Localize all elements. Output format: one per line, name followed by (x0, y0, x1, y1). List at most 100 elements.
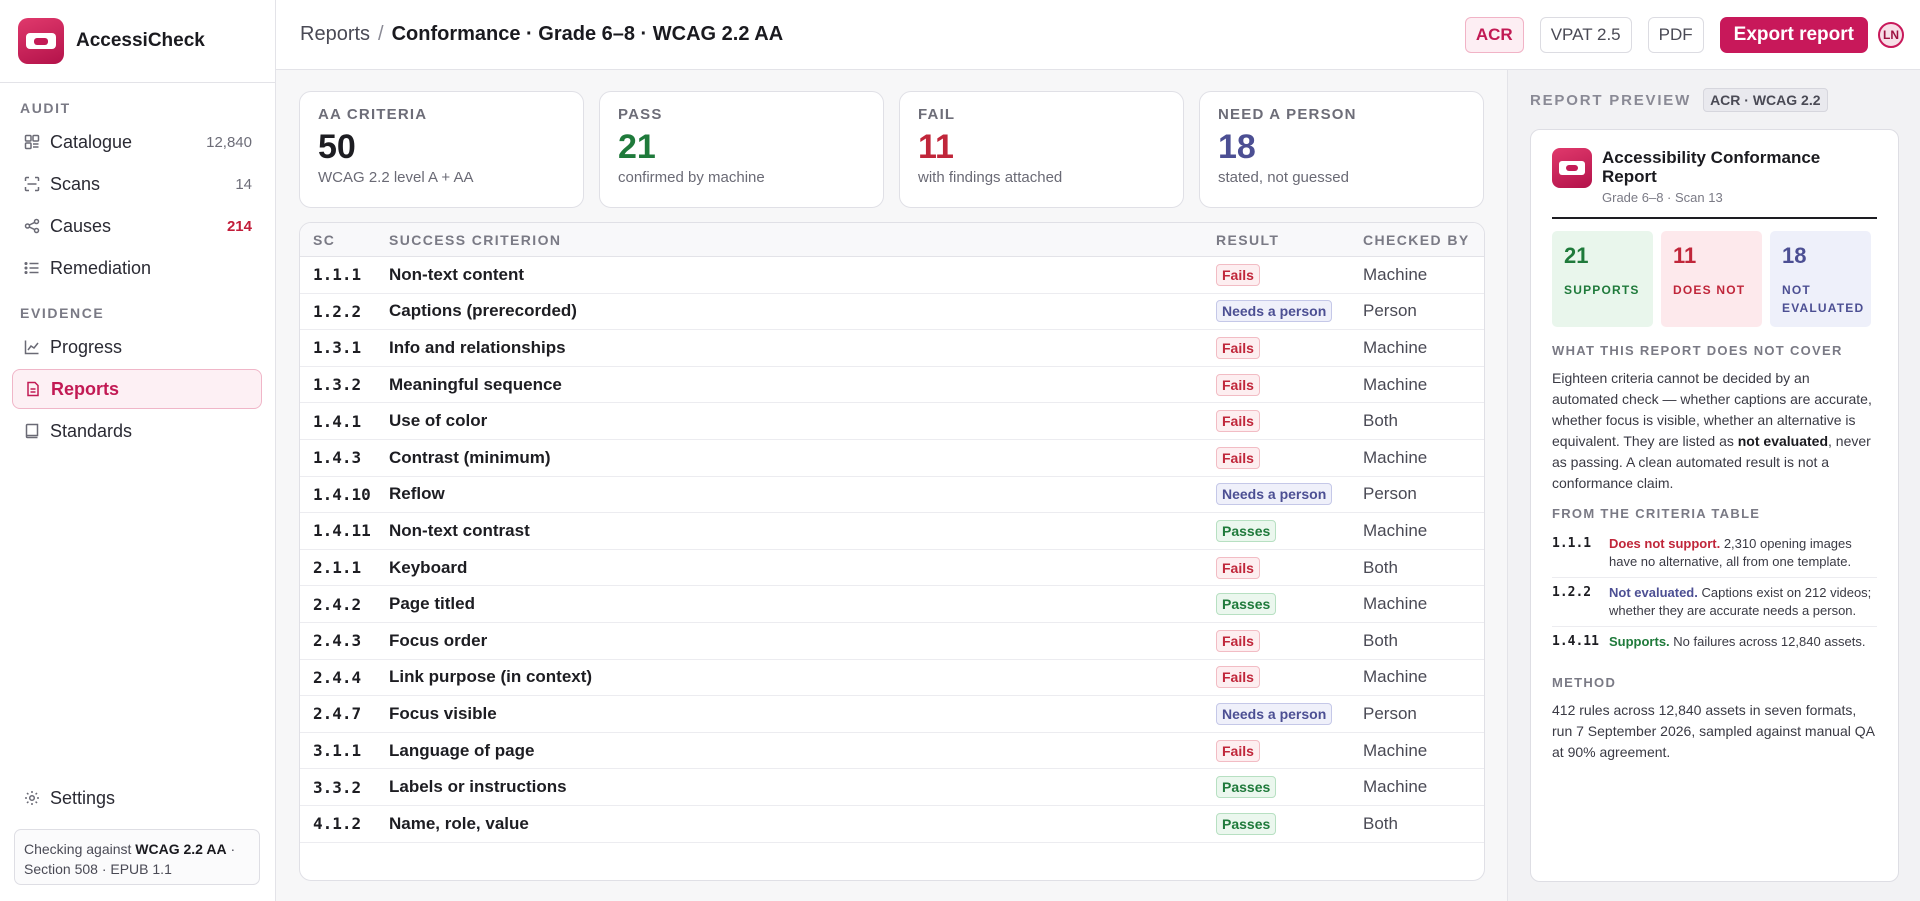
criterion-sc: 2.4.4 (313, 667, 362, 687)
sidebar-item-label: Causes (50, 215, 112, 236)
method-heading: METHOD (1552, 675, 1617, 690)
breadcrumb-root[interactable]: Reports (300, 23, 371, 45)
sidebar-item-count: 14 (235, 175, 252, 193)
tile-value: 11 (1673, 243, 1697, 268)
table-row[interactable]: 1.3.1 Info and relationships Fails Machine (300, 330, 1484, 367)
sidebar-item-reports[interactable]: Reports (12, 369, 262, 409)
criterion-sc: 1.4.3 (313, 448, 362, 468)
criteria-table: SC SUCCESS CRITERION RESULT CHECKED BY 1… (299, 222, 1485, 881)
result-badge: Fails (1216, 556, 1260, 579)
stat-card-pass: PASS 21 confirmed by machine (599, 91, 884, 208)
table-row[interactable]: 1.1.1 Non-text content Fails Machine (300, 257, 1484, 294)
result-cell: Passes (1216, 519, 1363, 542)
export-report-button[interactable]: Export report (1719, 16, 1868, 53)
checked-by: Machine (1363, 740, 1428, 760)
app-logo-icon (18, 18, 64, 64)
table-row[interactable]: 2.4.7 Focus visible Needs a person Person (300, 696, 1484, 733)
criteria-note-status: Not evaluated. (1609, 585, 1698, 600)
result-badge: Fails (1216, 739, 1260, 762)
tile-does-not: 11 DOES NOT (1661, 231, 1762, 327)
section-label-audit: AUDIT (20, 100, 71, 116)
tile-supports: 21 SUPPORTS (1552, 231, 1653, 327)
sidebar-item-causes[interactable]: Causes 214 (12, 206, 262, 246)
table-row[interactable]: 2.4.4 Link purpose (in context) Fails Machi… (300, 660, 1484, 697)
column-header-criterion[interactable]: SUCCESS CRITERION (389, 231, 562, 248)
standard-name: WCAG 2.2 AA (135, 841, 227, 857)
criterion-name: Name, role, value (389, 813, 529, 833)
result-badge: Fails (1216, 336, 1260, 359)
criteria-note-status: Does not support. (1609, 536, 1721, 551)
criterion-sc: 2.4.7 (313, 704, 362, 724)
sidebar-item-scans[interactable]: Scans 14 (12, 164, 262, 204)
table-row[interactable]: 1.3.2 Meaningful sequence Fails Machine (300, 367, 1484, 404)
tile-not-evaluated: 18 NOT EVALUATED (1770, 231, 1871, 327)
table-row[interactable]: 1.4.3 Contrast (minimum) Fails Machine (300, 440, 1484, 477)
criterion-sc: 2.4.3 (313, 631, 362, 651)
table-row[interactable]: 1.4.10 Reflow Needs a person Person (300, 477, 1484, 514)
sidebar-item-progress[interactable]: Progress (12, 327, 262, 367)
document-subtitle: Grade 6–8 · Scan 13 (1602, 190, 1723, 205)
not-covered-heading: WHAT THIS REPORT DOES NOT COVER (1552, 343, 1843, 358)
result-cell: Passes (1216, 812, 1363, 835)
result-cell: Fails (1216, 410, 1363, 433)
result-badge: Passes (1216, 593, 1277, 616)
result-cell: Fails (1216, 739, 1363, 762)
result-cell: Fails (1216, 666, 1363, 689)
table-row[interactable]: 1.4.11 Non-text contrast Passes Machine (300, 513, 1484, 550)
stat-label: FAIL (918, 106, 956, 123)
criterion-name: Use of color (389, 411, 488, 431)
table-row[interactable]: 4.1.2 Name, role, value Passes Both (300, 806, 1484, 843)
brand[interactable]: AccessiCheck (0, 0, 275, 83)
tile-label: NOT EVALUATED (1782, 283, 1865, 315)
criterion-name: Page titled (389, 594, 475, 614)
table-row[interactable]: 2.4.2 Page titled Passes Machine (300, 586, 1484, 623)
format-pdf-button[interactable]: PDF (1647, 16, 1704, 53)
list-icon (23, 260, 40, 277)
stat-label: PASS (618, 106, 663, 123)
criteria-note-sc: 1.2.2 (1552, 585, 1592, 600)
criterion-sc: 1.4.1 (313, 411, 362, 431)
column-header-sc[interactable]: SC (313, 231, 336, 248)
stat-card-aa-criteria: AA CRITERIA 50 WCAG 2.2 level A + AA (299, 91, 584, 208)
sidebar-item-label: Scans (50, 173, 101, 194)
standards-footnote: Checking against WCAG 2.2 AA · Section 5… (14, 829, 260, 885)
result-cell: Fails (1216, 373, 1363, 396)
criteria-heading: FROM THE CRITERIA TABLE (1552, 506, 1761, 521)
sidebar-item-settings[interactable]: Settings (12, 778, 262, 818)
table-row[interactable]: 1.2.2 Captions (prerecorded) Needs a perso… (300, 294, 1484, 331)
result-badge: Fails (1216, 666, 1260, 689)
report-preview-panel: REPORT PREVIEW ACR · WCAG 2.2 Accessibil… (1507, 70, 1920, 901)
result-cell: Fails (1216, 629, 1363, 652)
criterion-sc: 4.1.2 (313, 814, 362, 834)
table-row[interactable]: 2.1.1 Keyboard Fails Both (300, 550, 1484, 587)
criterion-sc: 1.3.1 (313, 338, 362, 358)
report-document: Accessibility Conformance Report Grade 6… (1530, 129, 1899, 882)
sidebar-item-catalogue[interactable]: Catalogue 12,840 (12, 122, 262, 162)
checked-by: Machine (1363, 374, 1428, 394)
sidebar-item-label: Remediation (50, 257, 152, 278)
checked-by: Person (1363, 484, 1417, 504)
table-row[interactable]: 1.4.1 Use of color Fails Both (300, 403, 1484, 440)
preview-header: REPORT PREVIEW ACR · WCAG 2.2 (1530, 88, 1828, 112)
criterion-name: Link purpose (in context) (389, 667, 593, 687)
table-header: SC SUCCESS CRITERION RESULT CHECKED BY (300, 223, 1484, 257)
breadcrumb-separator: / (378, 23, 384, 45)
avatar[interactable]: LN (1878, 21, 1904, 48)
result-badge: Needs a person (1216, 702, 1333, 725)
sidebar-item-remediation[interactable]: Remediation (12, 248, 262, 288)
column-header-result[interactable]: RESULT (1216, 231, 1280, 248)
format-acr-button[interactable]: ACR (1464, 16, 1524, 53)
format-vpat-button[interactable]: VPAT 2.5 (1539, 16, 1632, 53)
result-cell: Needs a person (1216, 483, 1363, 506)
result-badge: Needs a person (1216, 300, 1333, 323)
table-row[interactable]: 2.4.3 Focus order Fails Both (300, 623, 1484, 660)
criterion-name: Non-text contrast (389, 520, 530, 540)
sidebar-item-standards[interactable]: Standards (12, 411, 262, 451)
criteria-note: 1.1.1 Does not support. 2,310 opening im… (1552, 529, 1877, 578)
result-badge: Fails (1216, 373, 1260, 396)
result-badge: Fails (1216, 629, 1260, 652)
stat-card-fail: FAIL 11 with findings attached (899, 91, 1184, 208)
table-row[interactable]: 3.1.1 Language of page Fails Machine (300, 733, 1484, 770)
table-row[interactable]: 3.3.2 Labels or instructions Passes Machine (300, 769, 1484, 806)
column-header-checked-by[interactable]: CHECKED BY (1363, 231, 1470, 248)
